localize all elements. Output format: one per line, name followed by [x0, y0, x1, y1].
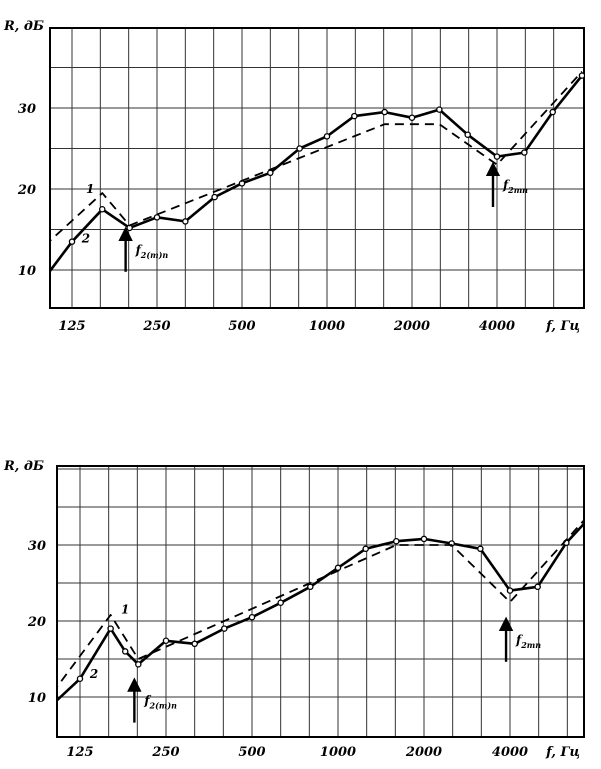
gridlines: [50, 28, 584, 308]
plot-frame: [56, 465, 585, 738]
data-point: [42, 276, 47, 281]
x-tick-label: 125: [58, 319, 85, 334]
x-tick-label: 4000: [492, 745, 528, 760]
y-axis-label: R, дБ: [3, 459, 44, 474]
frequency-annotation: f2(m)n: [135, 243, 169, 260]
series-line-2: [57, 521, 584, 702]
annotation-symbol: f: [135, 243, 143, 257]
y-tick-label: 10: [28, 691, 46, 706]
data-point: [221, 625, 228, 632]
y-tick-label: 10: [18, 264, 36, 279]
y-tick-label: 20: [17, 183, 36, 198]
data-point: [191, 640, 198, 648]
data-point: [135, 661, 142, 668]
data-point: [334, 564, 342, 572]
data-point: [182, 218, 189, 225]
x-axis-label: f, Гц: [545, 745, 580, 760]
data-point: [578, 72, 584, 79]
data-point: [267, 169, 274, 177]
frequency-annotation: f2mn: [502, 178, 528, 195]
data-point: [393, 537, 400, 545]
series-group: [42, 70, 584, 281]
data-point: [211, 193, 218, 201]
chart-panel-1: R, дБ 10 20 30 125 250 500 1000 2000 4000 f, Гц 1 2 f…: [3, 19, 585, 334]
data-point: [153, 214, 161, 221]
x-tick-label: 250: [151, 745, 179, 760]
frequency-annotation: f2(m)n: [143, 694, 177, 711]
annotation-symbol: f: [515, 633, 523, 647]
annotation-symbol: f: [143, 694, 151, 708]
annotation-subscript: 2(m)n: [140, 250, 169, 260]
x-tick-label: 125: [66, 745, 93, 760]
series-line-1: [50, 70, 583, 242]
frequency-annotation: f2mn: [515, 633, 541, 650]
data-point: [277, 599, 284, 607]
data-point: [121, 648, 129, 655]
data-point: [323, 133, 331, 140]
data-point: [107, 625, 114, 632]
data-point: [436, 106, 443, 113]
y-tick-label: 30: [28, 539, 46, 554]
data-point: [248, 613, 256, 621]
annotation-symbol: f: [502, 178, 510, 192]
y-axis-label: R, дБ: [3, 19, 44, 34]
annotation-subscript: 2mn: [507, 185, 528, 195]
data-point: [351, 112, 358, 120]
series-line-1: [57, 518, 584, 689]
data-point: [593, 508, 598, 513]
x-tick-label: 1000: [309, 319, 345, 334]
data-point: [162, 637, 170, 645]
curve-number-label: 2: [89, 667, 98, 681]
data-point: [296, 145, 303, 152]
y-tick-label: 30: [18, 102, 36, 117]
data-point: [68, 238, 76, 245]
data-point: [408, 114, 416, 121]
data-point: [420, 535, 428, 543]
data-point: [50, 702, 55, 707]
x-tick-label: 1000: [320, 745, 356, 760]
data-point: [381, 108, 388, 116]
plot-frame: [49, 27, 585, 309]
x-tick-label: 4000: [479, 319, 515, 334]
x-tick-label: 2000: [405, 745, 442, 760]
data-point: [477, 545, 484, 553]
series-line-2: [50, 74, 584, 274]
series-group: [50, 508, 598, 707]
curve-number-label: 1: [86, 182, 94, 196]
data-point: [549, 108, 556, 116]
curve-number-label: 2: [81, 231, 90, 245]
x-tick-label: 500: [228, 319, 255, 334]
annotation-subscript: 2(m)n: [149, 701, 178, 711]
data-point: [307, 583, 314, 591]
data-point: [99, 205, 106, 213]
data-point: [534, 583, 541, 591]
data-point: [362, 545, 369, 553]
x-tick-label: 2000: [393, 319, 430, 334]
annotation-subscript: 2mn: [520, 640, 541, 650]
gridlines: [57, 466, 584, 737]
data-point: [76, 675, 84, 683]
chart-panel-2: R, дБ 10 20 30 125 250 500 1000 2000 4000 f, Гц 1 2 f…: [3, 459, 598, 760]
data-point: [506, 587, 514, 594]
data-point: [493, 153, 501, 160]
x-tick-label: 250: [142, 319, 170, 334]
x-tick-label: 500: [238, 745, 265, 760]
x-axis-label: f, Гц: [545, 319, 580, 334]
curve-number-label: 1: [121, 602, 129, 616]
data-point: [521, 149, 528, 156]
data-point: [464, 131, 471, 138]
y-tick-label: 20: [27, 615, 46, 630]
